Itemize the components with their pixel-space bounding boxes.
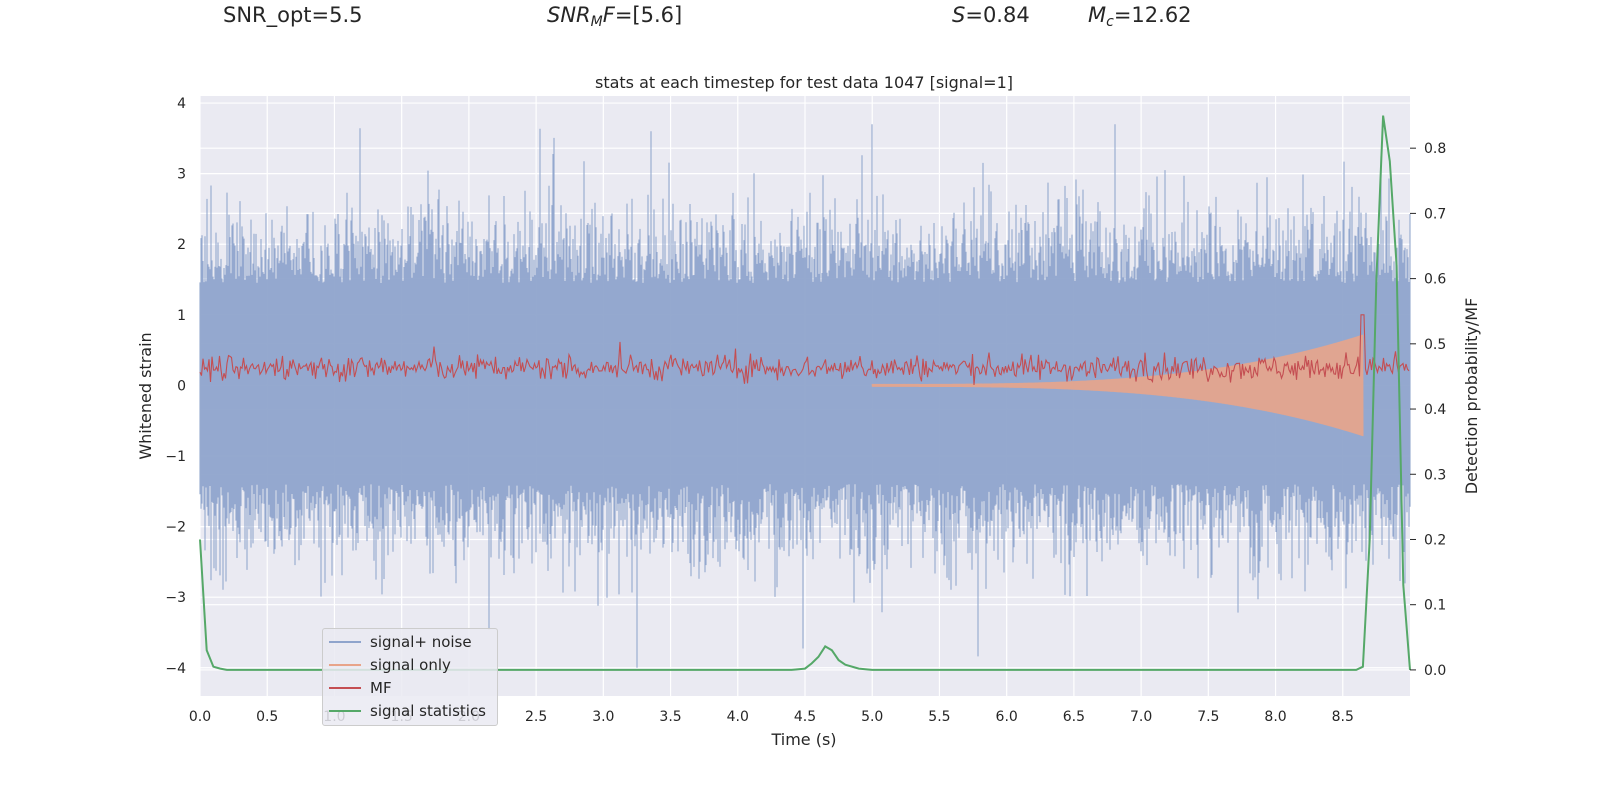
x-tick-label: 2.5: [525, 709, 547, 725]
x-axis-label: Time (s): [770, 730, 836, 749]
legend-label: signal statistics: [370, 702, 487, 720]
x-tick-label: 4.0: [727, 709, 749, 725]
mc-label: Mc=12.62: [1088, 2, 1192, 35]
x-tick-label: 5.0: [861, 709, 883, 725]
s-value: =0.84: [965, 3, 1030, 27]
series-mf: [199, 314, 1410, 386]
series-signal-only: [871, 334, 1364, 437]
legend-swatch: [329, 664, 361, 666]
y-tick-label-right: 0.1: [1424, 598, 1446, 614]
y-tick-label-left: 2: [177, 237, 186, 253]
snr-mf-rest: F: [602, 3, 615, 27]
mc-value: =12.62: [1113, 3, 1192, 27]
x-tick-label: 8.5: [1332, 709, 1354, 725]
y-tick-label-right: 0.6: [1424, 272, 1446, 288]
y-tick-label-right: 0.3: [1424, 467, 1446, 483]
snr-mf-label: SNRMF=[5.6]: [547, 2, 682, 35]
legend-swatch: [329, 641, 361, 643]
snr-mf-value: =[5.6]: [614, 3, 683, 27]
y-tick-label-right: 0.7: [1424, 206, 1446, 222]
snr-opt-text: SNR_opt=5.5: [223, 3, 363, 27]
x-tick-label: 8.0: [1264, 709, 1286, 725]
s-symbol: S: [952, 3, 966, 27]
snr-mf-base: SNR: [547, 3, 591, 27]
y-tick-label-left: 4: [177, 96, 186, 112]
y-tick-label-left: −1: [165, 449, 186, 465]
x-tick-label: 0.0: [189, 709, 211, 725]
y-axis-label-right: Detection probability/MF: [1462, 298, 1481, 495]
mc-symbol: M: [1088, 3, 1107, 27]
x-tick-label: 6.5: [1063, 709, 1085, 725]
y-tick-label-left: −2: [165, 520, 186, 536]
snr-mf-sub: M: [590, 14, 603, 30]
legend-item-mf: MF: [329, 677, 392, 699]
x-tick-label: 5.5: [928, 709, 950, 725]
x-tick-label: 3.5: [659, 709, 681, 725]
s-label: S=0.84: [952, 2, 1030, 28]
y-tick-label-right: 0.4: [1424, 402, 1446, 418]
y-tick-label-right: 0.8: [1424, 141, 1446, 157]
y-tick-label-right: 0.5: [1424, 337, 1446, 353]
y-tick-label-left: 0: [177, 378, 186, 394]
legend-swatch: [329, 710, 361, 712]
snr-opt-label: SNR_opt=5.5: [223, 2, 363, 28]
chart-title: stats at each timestep for test data 104…: [595, 73, 1013, 92]
series-mf-line: [199, 314, 1410, 386]
legend-swatch: [329, 687, 361, 689]
legend-label: MF: [370, 679, 392, 697]
x-tick-label: 0.5: [256, 709, 278, 725]
y-tick-label-left: −3: [165, 590, 186, 606]
y-tick-label-left: 1: [177, 308, 186, 324]
x-tick-label: 6.0: [996, 709, 1018, 725]
x-tick-label: 3.0: [592, 709, 614, 725]
legend-item-signal-noise: signal+ noise: [329, 631, 472, 653]
y-tick-label-right: 0.2: [1424, 532, 1446, 548]
y-axis-label-left: Whitened strain: [136, 332, 155, 459]
y-tick-label-left: 3: [177, 167, 186, 183]
series-signal-only-line: [871, 334, 1364, 437]
legend-label: signal only: [370, 656, 451, 674]
legend-item-signal-only: signal only: [329, 654, 451, 676]
legend-item-signal-statistics: signal statistics: [329, 700, 486, 722]
y-tick-label-right: 0.0: [1424, 663, 1446, 679]
mc-sub: c: [1106, 14, 1114, 30]
y-tick-label-left: −4: [165, 661, 186, 677]
series-signal-statistics-line: [199, 115, 1411, 671]
x-tick-label: 4.5: [794, 709, 816, 725]
series-signal-statistics: [199, 115, 1411, 671]
x-tick-label: 7.0: [1130, 709, 1152, 725]
legend-label: signal+ noise: [370, 633, 472, 651]
x-tick-label: 7.5: [1197, 709, 1219, 725]
legend: signal+ noise signal only MF signal stat…: [322, 628, 498, 726]
